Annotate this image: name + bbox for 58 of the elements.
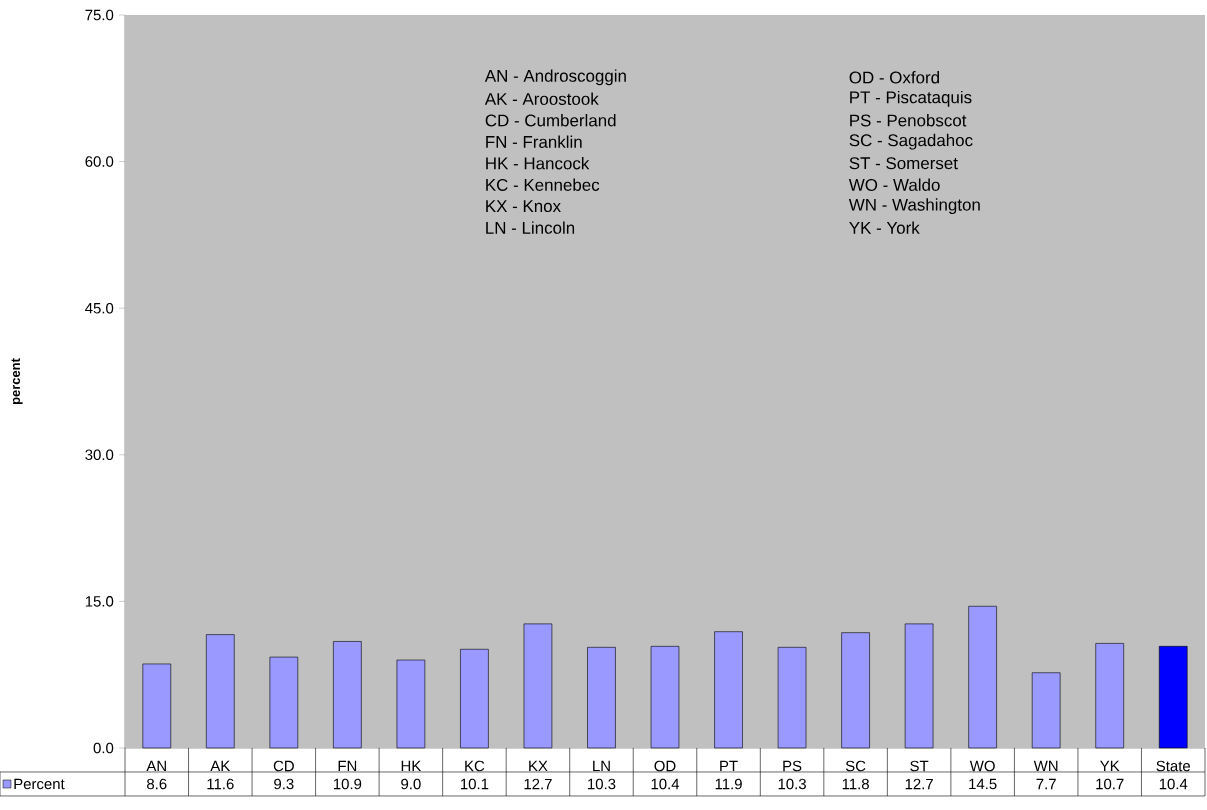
x-tick-label: AN xyxy=(146,760,166,772)
annotation: WO - Waldo xyxy=(848,178,940,191)
data-label: 9.0 xyxy=(401,778,421,790)
x-tick-label: AK xyxy=(210,760,231,772)
x-tick-label: PT xyxy=(720,760,738,772)
y-tick-label: 30.0 xyxy=(85,449,114,461)
annotation: WN - Washington xyxy=(848,198,980,215)
annotation: HK - Hancock xyxy=(486,156,590,170)
x-tick-label: FN xyxy=(338,760,357,772)
x-tick-label: CD xyxy=(273,760,294,772)
y-tick-label: 60.0 xyxy=(85,156,114,167)
data-label: 10.4 xyxy=(1159,778,1188,790)
annotation: OD - Oxford xyxy=(849,71,939,84)
data-label: 9.3 xyxy=(274,778,294,790)
annotation: AK - Aroostook xyxy=(484,92,599,105)
data-label: 10.4 xyxy=(651,778,680,790)
data-label: 10.3 xyxy=(588,778,616,790)
annotation: PS - Penobscot xyxy=(850,114,967,127)
annotation: LN - Lincoln xyxy=(486,221,575,234)
x-tick-label: KC xyxy=(465,760,485,772)
data-label: 11.8 xyxy=(842,778,869,790)
x-tick-label: WN xyxy=(1033,760,1058,772)
annotation: FN - Franklin xyxy=(486,135,582,148)
annotation: SC - Sagadahoc xyxy=(849,133,973,150)
annotation: KC - Kennebec xyxy=(486,178,600,191)
data-label: 10.3 xyxy=(778,778,806,790)
x-tick-label: WO xyxy=(969,760,995,772)
legend-label: Percent xyxy=(14,778,65,790)
x-tick-label: KX xyxy=(529,760,548,772)
data-label: 12.7 xyxy=(524,778,552,790)
annotation: KX - Knox xyxy=(486,200,561,213)
data-label: 14.5 xyxy=(969,778,997,790)
y-tick-label: 0.0 xyxy=(93,742,114,754)
y-tick-label: 75.0 xyxy=(85,9,114,21)
x-tick-label: State xyxy=(1156,760,1191,772)
data-label: 12.7 xyxy=(905,778,933,790)
annotation: CD - Cumberland xyxy=(485,114,616,127)
y-tick-label: 45.0 xyxy=(85,302,114,314)
x-tick-label: HK xyxy=(401,760,422,772)
data-label: 10.9 xyxy=(333,778,362,790)
annotation: YK - York xyxy=(849,221,920,234)
y-axis-title: percent xyxy=(11,358,23,405)
annotation: AN - Androscoggin xyxy=(484,69,626,86)
data-label: 8.6 xyxy=(147,778,167,790)
x-tick-label: SC xyxy=(845,760,866,772)
y-tick-label: 15.0 xyxy=(85,596,114,607)
annotation: PT - Piscataquis xyxy=(850,90,972,107)
x-tick-label: LN xyxy=(593,760,610,772)
x-tick-label: YK xyxy=(1100,760,1120,772)
data-label: 10.7 xyxy=(1096,778,1124,790)
annotation: ST - Somerset xyxy=(849,157,958,170)
data-label: 11.6 xyxy=(207,778,234,790)
data-label: 10.1 xyxy=(461,778,489,790)
data-label: 7.7 xyxy=(1036,778,1056,790)
x-tick-label: PS xyxy=(783,760,802,772)
x-tick-label: OD xyxy=(654,760,676,772)
x-tick-label: ST xyxy=(910,760,929,772)
data-label: 11.9 xyxy=(715,778,742,790)
